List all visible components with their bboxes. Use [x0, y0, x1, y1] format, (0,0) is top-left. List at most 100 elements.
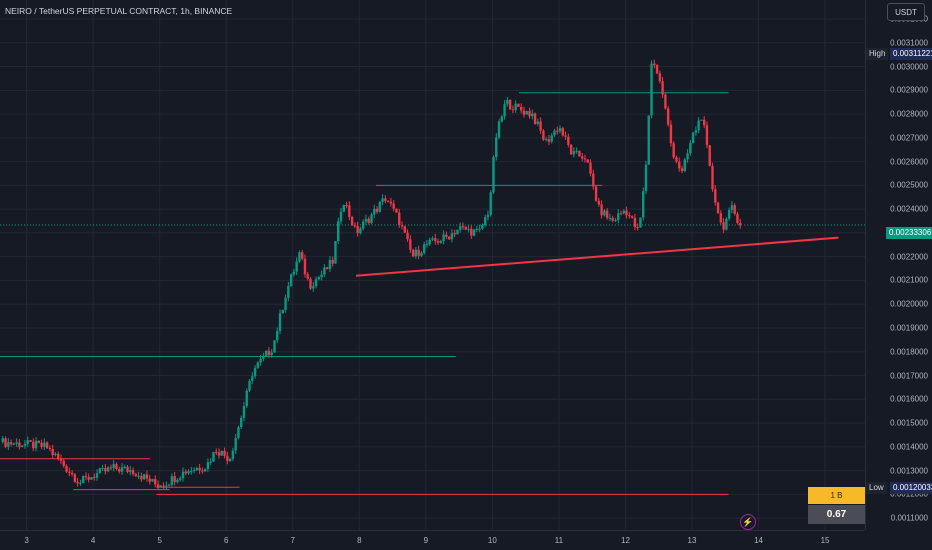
- candle-body: [43, 442, 46, 447]
- candle-body: [511, 109, 515, 111]
- candle-body: [578, 150, 581, 157]
- candle-body: [73, 474, 77, 482]
- time-tick-label: 10: [487, 536, 497, 545]
- symbol-title: NEIRO / TetherUS PERPETUAL CONTRACT, 1h,…: [5, 6, 233, 16]
- candle-body: [284, 297, 287, 311]
- time-tick-label: 5: [157, 536, 162, 545]
- candle-body: [664, 94, 667, 109]
- time-tick-label: 3: [24, 536, 29, 545]
- price-axis[interactable]: 0.00320000.00310000.00300000.00290000.00…: [865, 0, 932, 530]
- time-tick-label: 12: [621, 536, 630, 545]
- price-tick-label: 0.0014000: [890, 442, 928, 452]
- candle-body: [411, 249, 415, 257]
- candle-body: [142, 474, 146, 480]
- candle-body: [312, 286, 315, 289]
- candle-body: [84, 476, 88, 478]
- candle-body: [719, 213, 723, 223]
- candle-body: [325, 267, 329, 269]
- support-trendline: [355, 236, 839, 277]
- candle-body: [647, 115, 650, 165]
- candle-body: [630, 216, 634, 218]
- candle-body: [342, 204, 345, 212]
- candle-body: [206, 462, 210, 470]
- candle-body: [48, 448, 52, 450]
- candle-body: [273, 340, 276, 353]
- candle-body: [259, 358, 262, 363]
- candle-body: [306, 274, 309, 279]
- candle-body: [678, 161, 681, 169]
- high-label: High: [866, 48, 889, 60]
- candle-body: [162, 485, 165, 487]
- candle-body: [145, 474, 149, 479]
- candle-body: [62, 460, 65, 467]
- low-label: Low: [866, 482, 887, 494]
- candle-body: [237, 427, 240, 439]
- candle-body: [417, 249, 420, 256]
- candle-body: [59, 458, 63, 461]
- candle-body: [309, 278, 312, 289]
- candle-body: [680, 168, 684, 172]
- candle-body: [456, 229, 459, 235]
- candle-body: [655, 65, 659, 74]
- candle-body: [675, 157, 678, 162]
- candle-body: [381, 198, 384, 202]
- widget-top-label[interactable]: 1 B: [808, 487, 865, 504]
- widget-value[interactable]: 0.67: [808, 505, 865, 524]
- candle-body: [190, 471, 193, 473]
- candle-body: [481, 225, 484, 229]
- candle-body: [691, 132, 695, 143]
- candle-body: [672, 143, 675, 158]
- candle-body: [531, 113, 534, 117]
- candle-body: [314, 279, 318, 287]
- candle-body: [608, 217, 612, 219]
- candle-body: [431, 238, 434, 240]
- candle-body: [7, 442, 10, 447]
- candle-body: [642, 191, 645, 218]
- candle-body: [597, 200, 601, 205]
- candle-body: [617, 213, 620, 221]
- candle-body: [179, 478, 182, 480]
- candle-body: [65, 466, 68, 472]
- candle-body: [628, 215, 631, 217]
- candle-body: [209, 461, 212, 463]
- candle-body: [653, 63, 656, 66]
- candle-body: [542, 130, 545, 140]
- candle-body: [386, 200, 390, 202]
- candle-body: [156, 484, 160, 488]
- lightning-icon[interactable]: ⚡: [740, 514, 756, 530]
- candle-body: [556, 130, 559, 132]
- time-tick-label: 15: [820, 536, 830, 545]
- candle-body: [267, 350, 271, 355]
- candle-body: [639, 217, 642, 228]
- candle-body: [414, 249, 418, 257]
- candle-body: [106, 467, 110, 472]
- candle-body: [739, 222, 742, 226]
- candle-body: [550, 135, 553, 142]
- price-tick-label: 0.0026000: [890, 157, 928, 167]
- price-tick-label: 0.0016000: [890, 394, 928, 404]
- candle-body: [730, 205, 734, 210]
- candlestick-chart[interactable]: [0, 0, 865, 530]
- candle-body: [658, 73, 662, 82]
- candle-body: [32, 441, 35, 449]
- candle-body: [506, 99, 509, 105]
- candle-body: [298, 252, 301, 262]
- candle-body: [361, 221, 365, 229]
- candle-body: [151, 478, 154, 482]
- currency-button[interactable]: USDT: [887, 3, 925, 21]
- candle-body: [167, 484, 171, 486]
- time-axis[interactable]: 3 4 5 6 7 8 9 10 11 12 13 14 15: [0, 530, 865, 550]
- candle-body: [694, 130, 698, 133]
- candle-body: [736, 213, 739, 223]
- candle-body: [93, 477, 96, 479]
- price-tick-label: 0.0013000: [890, 466, 928, 476]
- candle-body: [733, 205, 736, 214]
- candle-body: [486, 214, 490, 218]
- candle-body: [303, 258, 307, 275]
- price-tick-label: 0.0021000: [890, 275, 928, 285]
- candle-body: [45, 442, 49, 449]
- candle-body: [447, 236, 451, 240]
- candle-body: [536, 121, 540, 124]
- price-tick-label: 0.0011000: [890, 513, 928, 523]
- chart-area[interactable]: [0, 0, 865, 530]
